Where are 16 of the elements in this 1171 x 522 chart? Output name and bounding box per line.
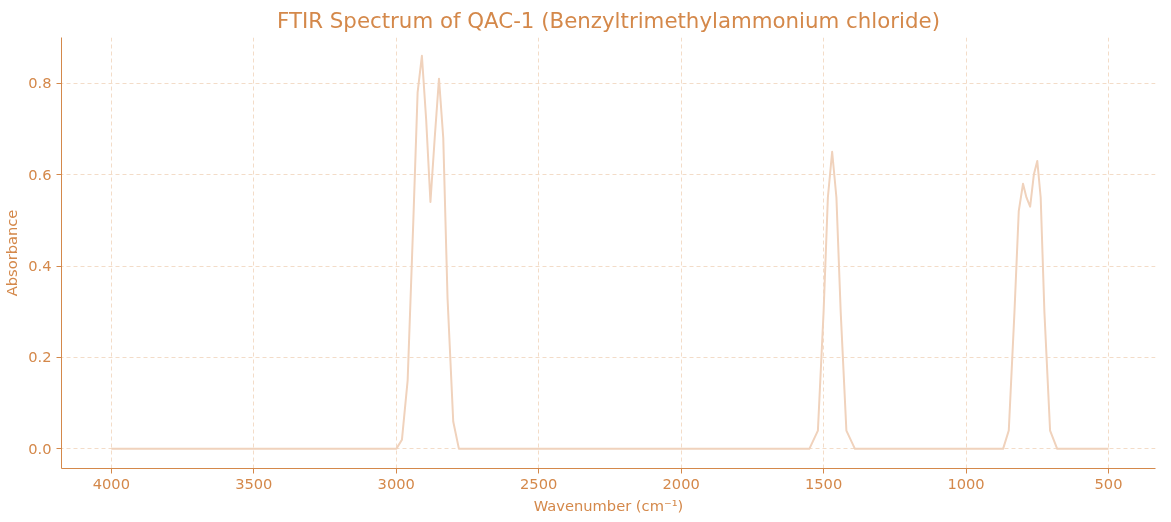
y-tick-label: 0.0: [28, 439, 52, 457]
x-tick-label: 2500: [520, 474, 558, 492]
x-tick-label: 4000: [92, 474, 131, 492]
x-tick-label: 1000: [947, 474, 985, 492]
x-tick-label: 2000: [662, 474, 700, 492]
x-tick-label: 1500: [804, 474, 843, 492]
y-tick-label: 0.2: [28, 348, 52, 366]
x-tick-label: 3000: [377, 474, 415, 492]
y-axis-title: Absorbance: [3, 209, 21, 297]
y-tick-label: 0.6: [28, 165, 52, 183]
y-tick-label: 0.4: [28, 257, 52, 275]
x-axis-title: Wavenumber (cm⁻¹): [533, 496, 684, 514]
chart-title: FTIR Spectrum of QAC-1 (Benzyltrimethylammonium chloride): [276, 7, 941, 33]
y-tick-label: 0.8: [28, 74, 52, 92]
x-tick-label: 500: [1094, 474, 1123, 492]
x-tick-label: 3500: [235, 474, 273, 492]
